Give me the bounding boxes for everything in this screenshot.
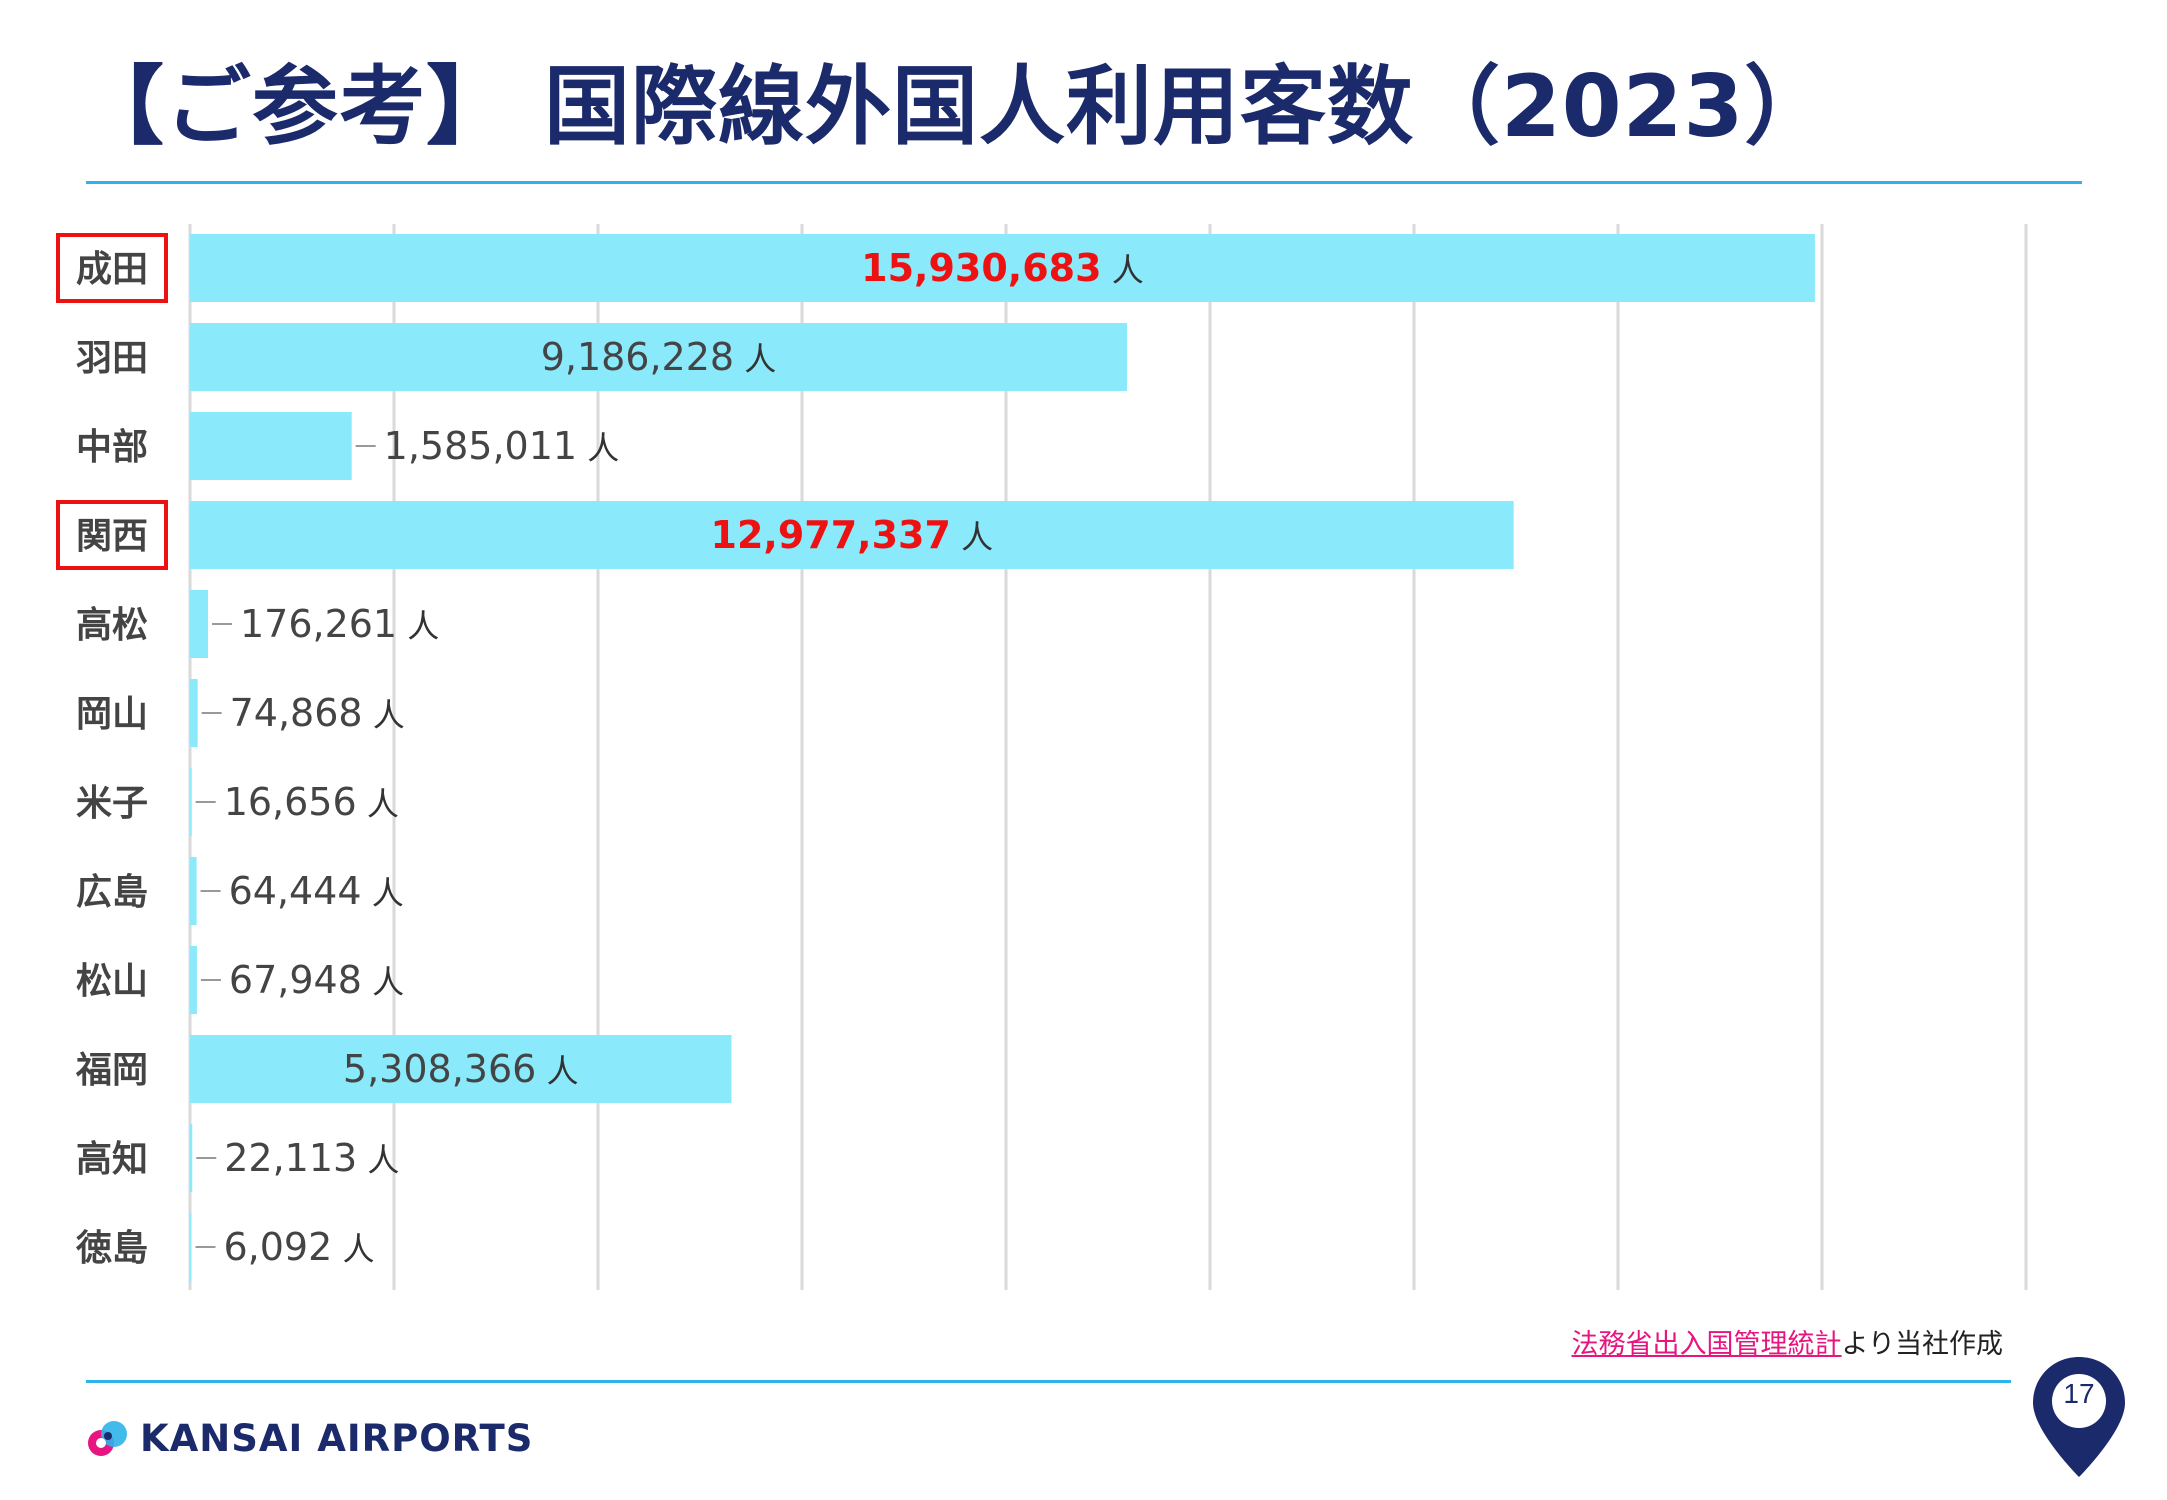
kansai-airports-logo: KANSAI AIRPORTS xyxy=(86,1410,533,1466)
bar xyxy=(190,1035,732,1103)
bar xyxy=(190,323,1127,391)
value-label: 16,656 人 xyxy=(224,780,399,824)
highlight-box xyxy=(56,233,168,303)
category-label: 福岡 xyxy=(75,1050,148,1091)
page-number: 17 xyxy=(2063,1378,2095,1409)
value-label: 22,113 人 xyxy=(224,1136,399,1180)
bars xyxy=(190,234,1815,1281)
bar xyxy=(190,857,197,925)
value-label: 15,930,683 人 xyxy=(861,246,1144,290)
highlight-box xyxy=(56,500,168,570)
bar xyxy=(190,1124,193,1192)
category-label: 広島 xyxy=(76,872,148,913)
value-label: 12,977,337 人 xyxy=(711,513,994,557)
category-label: 松山 xyxy=(76,961,148,1002)
value-label: 74,868 人 xyxy=(230,691,405,735)
logo-text: KANSAI AIRPORTS xyxy=(140,1416,534,1460)
category-label: 徳島 xyxy=(75,1228,148,1269)
source-note: 法務省出入国管理統計より当社作成 xyxy=(1572,1322,2003,1361)
value-label: 6,092 人 xyxy=(224,1225,375,1269)
labels: 成田 15,930,683 人羽田 9,186,228 人中部 1,585,011 人… xyxy=(56,233,1144,1269)
logo-mark-icon xyxy=(88,1421,127,1456)
category-label: 米子 xyxy=(76,783,148,824)
category-label: 関西 xyxy=(76,516,148,557)
bar xyxy=(190,501,1514,569)
bar xyxy=(190,768,192,836)
page-title: 【ご参考】 国際線外国人利用客数（2023） xyxy=(78,57,1832,157)
value-label: 67,948 人 xyxy=(229,958,404,1002)
category-label: 岡山 xyxy=(76,694,148,735)
bar xyxy=(190,234,1815,302)
category-label: 羽田 xyxy=(76,338,148,379)
category-label: 成田 xyxy=(76,249,148,290)
bar xyxy=(190,946,197,1014)
category-label: 高知 xyxy=(76,1139,148,1180)
value-label: 176,261 人 xyxy=(240,602,439,646)
page-pin-icon xyxy=(2033,1357,2125,1477)
value-label: 5,308,366 人 xyxy=(343,1047,579,1091)
value-label: 1,585,011 人 xyxy=(384,424,620,468)
bar xyxy=(190,590,208,658)
value-label: 64,444 人 xyxy=(229,869,404,913)
footer-divider xyxy=(86,1380,2011,1383)
value-label: 9,186,228 人 xyxy=(541,335,777,379)
bar xyxy=(190,679,198,747)
title-divider xyxy=(86,181,2082,184)
bar xyxy=(190,1213,192,1281)
source-link[interactable]: 法務省出入国管理統計 xyxy=(1571,1329,1842,1360)
category-label: 高松 xyxy=(76,605,148,646)
category-label: 中部 xyxy=(76,427,148,468)
grid-lines xyxy=(188,224,2028,1290)
bar xyxy=(190,412,352,480)
source-suffix: より当社作成 xyxy=(1841,1329,2003,1360)
